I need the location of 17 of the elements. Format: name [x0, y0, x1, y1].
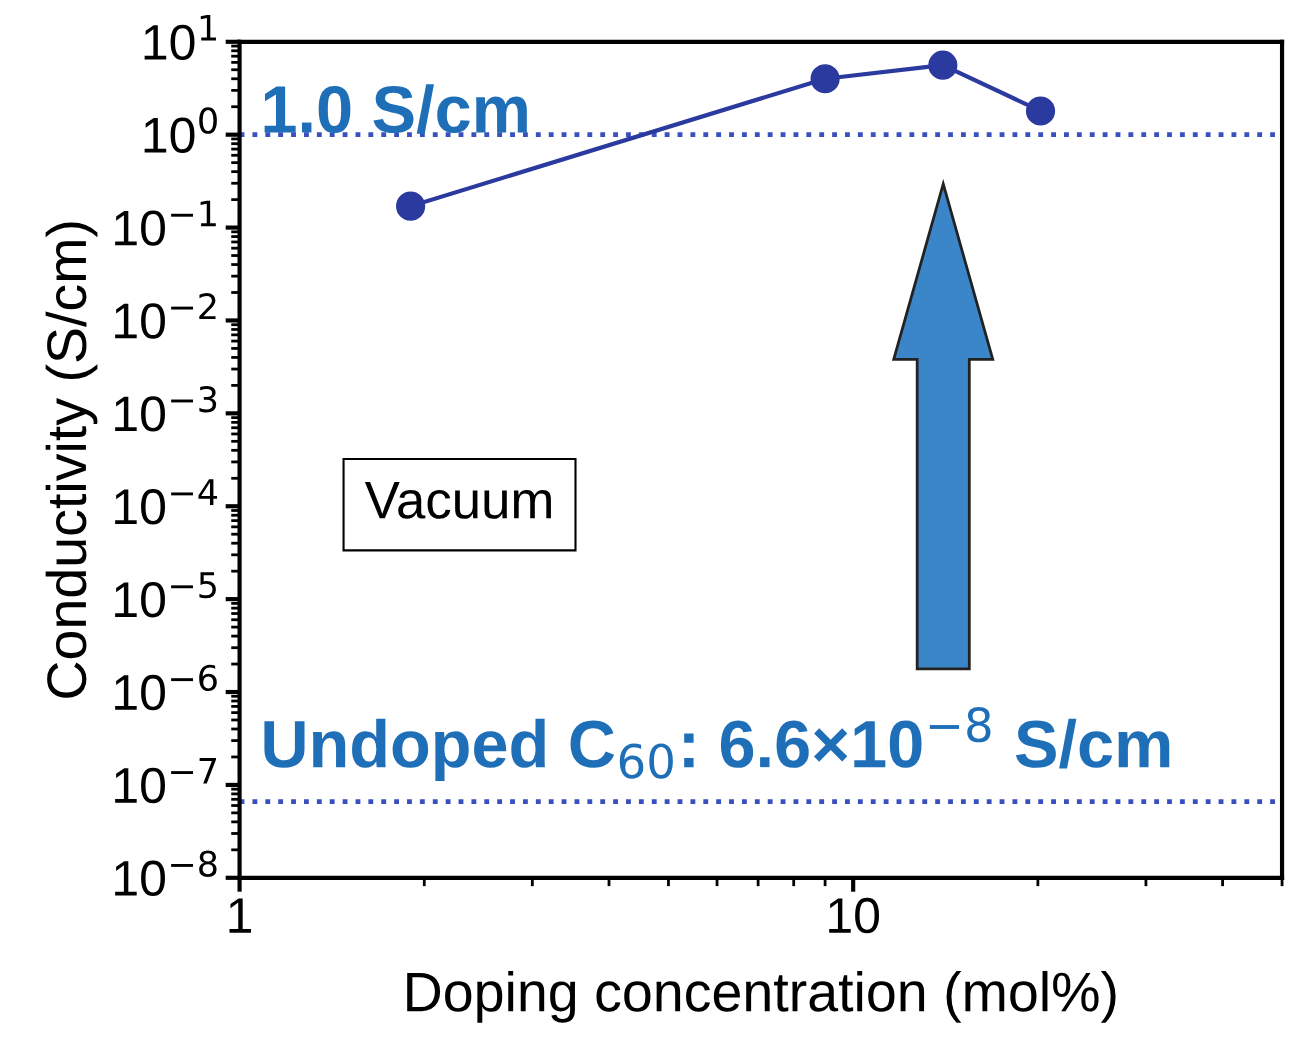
- y-tick-label: 10$^{−7}$: [115, 758, 217, 804]
- y-tick-label: 10$^{−4}$: [115, 479, 218, 525]
- y-tick-label: 10$^{−3}$: [115, 385, 217, 432]
- y-tick-label: 10$^{−2}$: [115, 293, 216, 339]
- x-axis-title: Doping concentration (mol%): [407, 970, 1116, 1023]
- y-tick-label: 10$^{−6}$: [115, 664, 217, 711]
- y-tick-label: 10$^{−8}$: [115, 850, 217, 897]
- annotation: 1.0 S/cm: [264, 84, 527, 134]
- y-axis-title: Conductivity (S/cm): [45, 222, 98, 698]
- y-tick-label: 10$^{−1}$: [115, 200, 216, 246]
- x-tick-label: 10: [829, 897, 880, 934]
- y-tick-label: 10$^{−5}$: [115, 572, 216, 618]
- annotation: Undoped C$_{60}$: 6.6×10$^{−8}$ S/cm: [264, 706, 1170, 781]
- y-tick-label: 10$^{1}$: [144, 14, 216, 61]
- y-tick-label: 10$^{0}$: [144, 107, 217, 153]
- x-tick-label: 1: [229, 898, 252, 933]
- annotation: Vacuum: [364, 482, 551, 519]
